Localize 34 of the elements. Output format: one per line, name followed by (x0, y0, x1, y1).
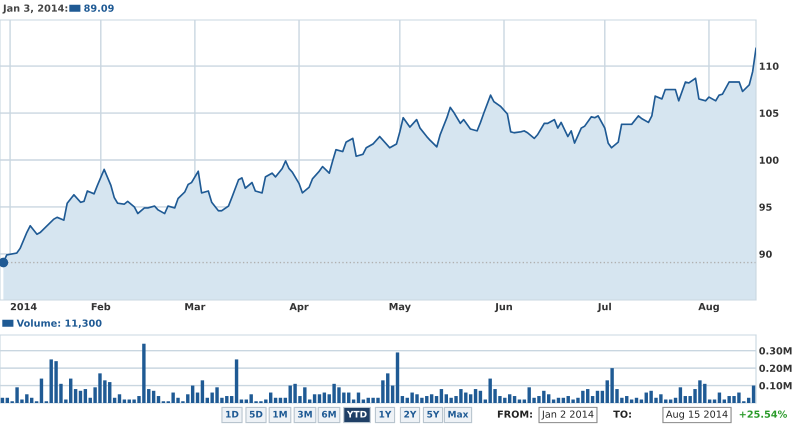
text: Max (448, 410, 468, 418)
y-tick-label: 0.20M (759, 364, 792, 372)
text: TO: (613, 410, 631, 418)
text: 1Y (380, 410, 392, 418)
legend-label: Volume: 11,300 (16, 319, 102, 328)
y-tick-label: 90 (759, 250, 772, 258)
x-tick-label: Jun (494, 303, 512, 312)
text: 3M (298, 410, 312, 418)
text: FROM: (498, 410, 532, 418)
text: 1D (226, 410, 238, 418)
x-tick-label: Aug (698, 303, 719, 312)
x-tick-label: Feb (92, 302, 110, 310)
y-tick-label: 110 (760, 62, 779, 70)
x-tick-label: Mar (185, 303, 206, 310)
y-tick-label: 95 (759, 203, 772, 211)
text: Jan 2 2014 (541, 410, 594, 420)
x-tick-label: May (390, 303, 411, 312)
text: 6M (322, 410, 336, 418)
legend-label: 89.09 (84, 4, 114, 12)
x-tick-label: Jul (597, 302, 611, 312)
text: 5D (250, 410, 262, 418)
y-tick-label: 105 (760, 110, 778, 117)
y-tick-label: 100 (760, 156, 779, 164)
y-tick-label: 0.10M (759, 382, 792, 390)
x-tick-label: 2014 (10, 302, 37, 310)
text: Aug 15 2014 (666, 410, 728, 420)
text: +25.54% (740, 410, 788, 418)
text: 5Y (427, 410, 440, 418)
text: 1M (273, 410, 287, 418)
x-tick-label: Apr (289, 303, 309, 312)
text: YTD (346, 410, 367, 418)
text: 2Y (404, 410, 416, 418)
y-tick-label: 0.30M (759, 347, 792, 355)
legend-title: Jan 3, 2014: (2, 4, 68, 14)
